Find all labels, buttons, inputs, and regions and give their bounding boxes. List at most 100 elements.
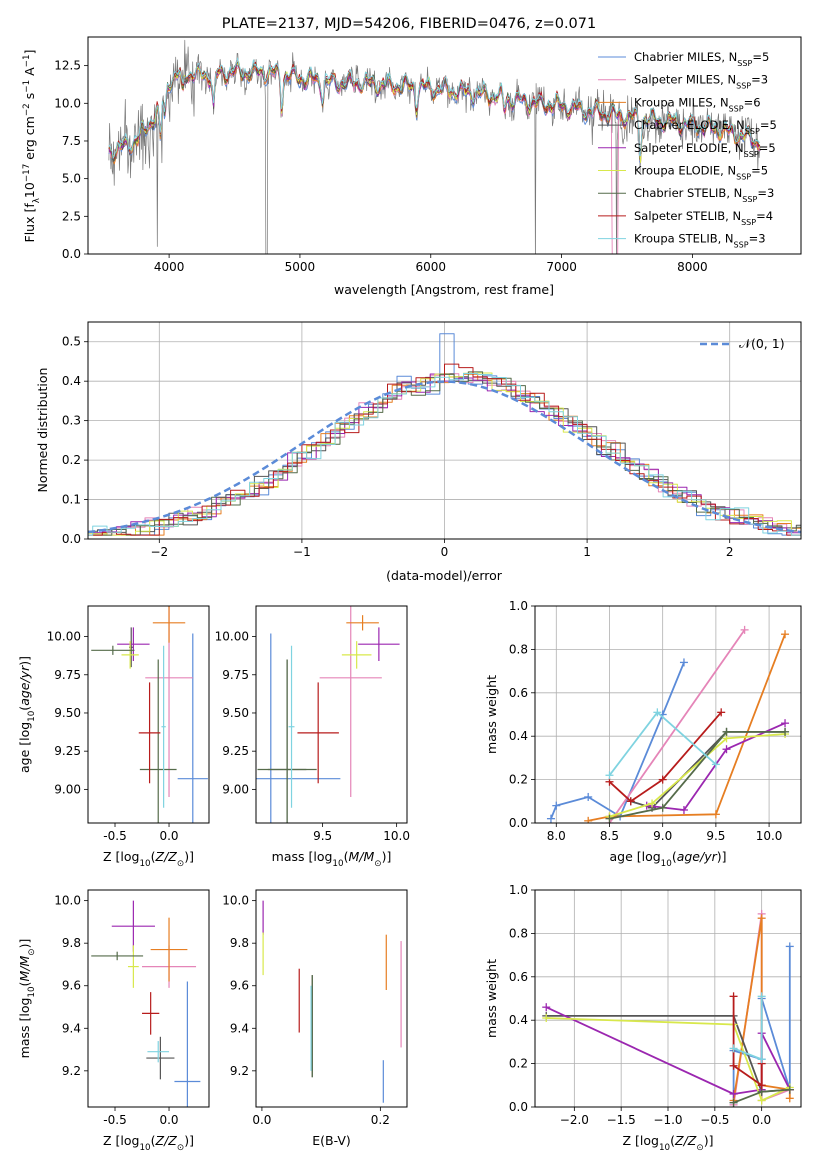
weight-vs-z-xtick-label: −0.5 [700,1113,729,1127]
mass-vs-z-ylabel: mass [log10(M/M⊙)] [17,939,37,1059]
weight-vs-z-xtick-label: 0.0 [752,1113,771,1127]
weight-vs-z-series-line [546,1017,791,1102]
age-vs-mass-xtick-label: 10.0 [383,829,410,843]
spectrum-panel: PLATE=2137, MJD=54206, FIBERID=0476, z=0… [22,16,777,297]
weight-vs-z-panel: −2.0 −1.5 −1.0 −0.5 0.0 0.0 0.2 0.4 0.6 0.8 1.0 Z [… [484,883,801,1153]
weight-vs-age-series-line [609,731,785,820]
legend-entry: Chabrier MILES, NSSP=5 [634,50,769,68]
age-vs-z-ytick-label: 9.75 [54,668,81,682]
legend-entry: Kroupa ELODIE, NSSP=5 [634,164,768,182]
mass-vs-ebv-ytick-label: 9.4 [230,1021,249,1035]
age-vs-z-panel: -0.5 0.0 9.00 9.25 9.50 9.75 10.00 Z [log10(Z/Z… [17,606,208,869]
mass-vs-z-xtick-label: -0.5 [103,1113,126,1127]
spectrum-ytick-label: 0.0 [62,247,81,261]
mass-vs-z-ytick-label: 9.4 [62,1021,81,1035]
spectrum-ytick-label: 12.5 [54,59,81,73]
spectrum-xtick-label: 8000 [677,260,708,274]
spectrum-ytick-label: 7.5 [62,134,81,148]
residual-xtick-label: 2 [726,545,734,559]
weight-vs-age-ytick-label: 0.2 [509,773,528,787]
age-vs-z-xlabel: Z [log10(Z/Z⊙)] [103,849,194,869]
mass-vs-ebv-ytick-label: 9.8 [230,936,249,950]
residual-xtick-label: 0 [441,545,449,559]
residual-histogram-line [88,373,801,536]
weight-vs-z-ytick-label: 0.8 [509,926,528,940]
age-vs-z-xtick-label: -0.5 [103,829,126,843]
mass-vs-ebv-panel: 0.0 0.2 9.2 9.4 9.6 9.8 10.0 E(B-V) [222,894,402,1148]
spectrum-ylabel: Flux [fλ10−17 erg cm−2 s−1 A−1] [22,50,42,243]
residual-ytick-label: 0.3 [62,414,81,428]
age-vs-mass-axes-frame [255,605,408,824]
weight-vs-z-ytick-label: 0.4 [509,1013,528,1027]
weight-vs-age-xtick-label: 8.5 [600,829,619,843]
spectrum-xlabel: wavelength [Angstrom, rest frame] [334,282,554,297]
residual-ytick-label: 0.2 [62,453,81,467]
weight-vs-z-xlabel: Z [log10(Z/Z⊙)] [623,1133,714,1153]
residual-histogram-line [88,371,801,536]
weight-vs-z-ytick-label: 1.0 [509,883,528,897]
age-vs-mass-panel: 9.5 10.0 9.00 9.25 9.50 9.75 10.00 mass [log10(… [215,606,410,869]
legend-entry: Salpeter MILES, NSSP=3 [634,73,768,91]
weight-vs-age-xlabel: age [log10(age/yr)] [609,849,726,869]
weight-vs-z-series-line [732,996,763,1087]
weight-vs-z-xtick-label: −2.0 [560,1113,589,1127]
mass-vs-z-ytick-label: 9.6 [62,979,81,993]
age-vs-z-xtick-label: 0.0 [159,829,178,843]
weight-vs-age-ytick-label: 0.4 [509,729,528,743]
mass-vs-z-ytick-label: 9.2 [62,1064,81,1078]
weight-vs-z-plot-area [542,909,794,1107]
residual-xtick-label: 1 [583,545,591,559]
age-vs-mass-ytick-label: 9.50 [222,706,249,720]
legend-entry: Kroupa MILES, NSSP=6 [634,95,761,113]
age-vs-z-ytick-label: 9.25 [54,744,81,758]
weight-vs-age-ytick-label: 0.0 [509,816,528,830]
weight-vs-z-xtick-label: −1.5 [607,1113,636,1127]
mass-vs-ebv-plot-area [262,900,402,1103]
mass-vs-z-ytick-label: 9.8 [62,936,81,950]
spectrum-ytick-label: 10.0 [54,96,81,110]
mass-vs-z-xtick-label: 0.0 [159,1113,178,1127]
mass-vs-ebv-ytick-label: 9.6 [230,979,249,993]
normal-reference-curve [88,380,801,534]
mass-vs-z-xlabel: Z [log10(Z/Z⊙)] [103,1133,194,1153]
residual-xtick-label: −1 [293,545,311,559]
residual-plot-area [88,333,801,536]
age-vs-z-ytick-label: 9.50 [54,706,81,720]
residual-ylabel: Normed distribution [35,368,50,493]
mass-vs-z-panel: -0.5 0.0 9.2 9.4 9.6 9.8 10.0 Z [log10(Z/Z⊙)] ma… [17,894,201,1153]
age-vs-mass-ytick-label: 10.00 [215,630,249,644]
residual-histogram-line [88,363,801,536]
weight-vs-age-panel: 8.0 8.5 9.0 9.5 10.0 0.0 0.2 0.4 0.6 0.8 1.0 age [l… [484,599,801,869]
spectrum-model-line [108,57,761,159]
legend-entry: Salpeter ELODIE, NSSP=5 [634,141,776,159]
age-vs-z-ylabel: age [log10(age/yr)] [17,656,37,773]
weight-vs-age-series-line [608,629,746,823]
legend-entry: Chabrier STELIB, NSSP=3 [634,186,774,204]
weight-vs-z-ytick-label: 0.2 [509,1057,528,1071]
weight-vs-age-series-line [550,662,685,820]
legend-entry: Kroupa STELIB, NSSP=3 [634,232,766,250]
age-vs-mass-xlabel: mass [log10(M/M⊙)] [272,849,392,869]
weight-vs-age-plot-area [546,625,790,823]
weight-vs-age-axes-frame [534,605,802,824]
weight-vs-age-xtick-label: 8.0 [547,829,566,843]
residual-ytick-label: 0.5 [62,335,81,349]
legend-entry: Chabrier ELODIE, NSSP=5 [634,118,777,136]
weight-vs-z-xtick-label: −1.0 [653,1113,682,1127]
weight-vs-z-ytick-label: 0.0 [509,1100,528,1114]
mass-vs-z-ytick-label: 10.0 [54,894,81,908]
residual-ytick-label: 0.4 [62,374,81,388]
residual-xlabel: (data-model)/error [386,568,503,583]
spectrum-axes-frame [87,36,802,255]
spectrum-title: PLATE=2137, MJD=54206, FIBERID=0476, z=0… [222,16,596,32]
mass-vs-ebv-xlabel: E(B-V) [312,1133,351,1148]
residual-ytick-label: 0.1 [62,493,81,507]
age-vs-mass-ytick-label: 9.00 [222,782,249,796]
weight-vs-age-xtick-label: 9.0 [653,829,672,843]
mass-vs-ebv-ytick-label: 10.0 [222,894,249,908]
age-vs-mass-xtick-label: 9.5 [313,829,332,843]
weight-vs-age-ylabel: mass weight [484,675,499,754]
weight-vs-age-ytick-label: 0.8 [509,642,528,656]
weight-vs-age-series-line [609,733,786,818]
